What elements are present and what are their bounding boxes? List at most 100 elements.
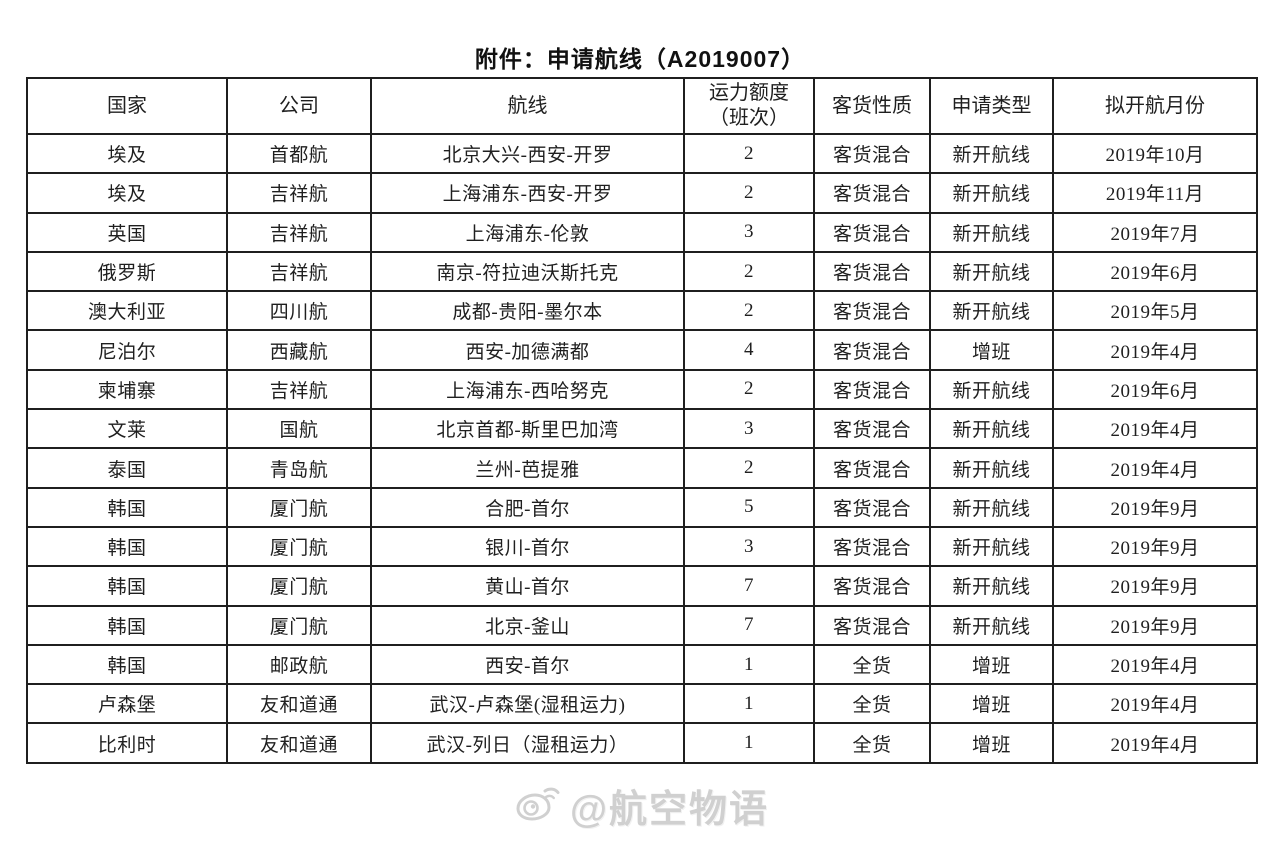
cell-company: 国航 [226,408,372,450]
column-header-country: 国家 [26,77,228,135]
column-header-capacity: 运力额度 （班次） [683,77,815,135]
cell-month: 2019年4月 [1052,329,1258,371]
cell-nature: 客货混合 [813,604,931,646]
cell-month: 2019年4月 [1052,643,1258,686]
cell-month: 2019年11月 [1052,172,1258,214]
cell-month: 2019年9月 [1052,604,1258,646]
table-row: 韩国 厦门航 银川-首尔 3 客货混合 新开航线 2019年9月 [26,525,1258,568]
cell-type: 新开航线 [929,565,1054,607]
table-row: 俄罗斯 吉祥航 南京-符拉迪沃斯托克 2 客货混合 新开航线 2019年6月 [26,250,1258,293]
cell-route: 北京-釜山 [370,604,685,646]
cell-nature: 全货 [813,643,931,686]
cell-capacity: 4 [683,329,815,371]
table-row: 尼泊尔 西藏航 西安-加德满都 4 客货混合 增班 2019年4月 [26,329,1258,371]
cell-country: 澳大利亚 [26,290,228,332]
cell-company: 西藏航 [226,329,372,371]
cell-company: 友和道通 [226,683,372,725]
cell-capacity: 2 [683,290,815,332]
cell-route: 北京大兴-西安-开罗 [370,132,685,175]
cell-company: 吉祥航 [226,211,372,253]
routes-table-container: 国家 公司 航线 运力额度 （班次） 客货性质 申请类型 拟开航月份 埃及 首都航 北京大兴-西… [26,77,1258,764]
watermark-label: @航空物语 [570,789,770,831]
cell-route: 北京首都-斯里巴加湾 [370,408,685,450]
cell-company: 首都航 [226,132,372,175]
cell-route: 上海浦东-伦敦 [370,211,685,253]
cell-nature: 客货混合 [813,565,931,607]
cell-type: 增班 [929,329,1054,371]
cell-capacity: 2 [683,447,815,489]
table-row: 卢森堡 友和道通 武汉-卢森堡(湿租运力) 1 全货 增班 2019年4月 [26,683,1258,725]
cell-country: 卢森堡 [26,683,228,725]
cell-company: 厦门航 [226,565,372,607]
cell-nature: 客货混合 [813,368,931,411]
cell-capacity: 3 [683,408,815,450]
cell-type: 增班 [929,643,1054,686]
cell-route: 成都-贵阳-墨尔本 [370,290,685,332]
cell-capacity: 3 [683,525,815,568]
cell-company: 厦门航 [226,486,372,528]
cell-month: 2019年10月 [1052,132,1258,175]
cell-country: 埃及 [26,172,228,214]
cell-route: 兰州-芭提雅 [370,447,685,489]
cell-month: 2019年9月 [1052,525,1258,568]
cell-company: 青岛航 [226,447,372,489]
cell-company: 厦门航 [226,525,372,568]
cell-capacity: 2 [683,172,815,214]
cell-route: 合肥-首尔 [370,486,685,528]
page-title: 附件：申请航线（A2019007） [474,46,806,72]
weibo-logo-icon [512,781,564,830]
cell-country: 比利时 [26,722,228,764]
cell-type: 新开航线 [929,486,1054,528]
cell-route: 上海浦东-西安-开罗 [370,172,685,214]
cell-type: 增班 [929,683,1054,725]
cell-type: 新开航线 [929,250,1054,293]
cell-type: 新开航线 [929,368,1054,411]
column-header-route: 航线 [370,77,685,135]
table-row: 泰国 青岛航 兰州-芭提雅 2 客货混合 新开航线 2019年4月 [26,447,1258,489]
cell-month: 2019年9月 [1052,486,1258,528]
cell-route: 银川-首尔 [370,525,685,568]
cell-route: 上海浦东-西哈努克 [370,368,685,411]
cell-capacity: 5 [683,486,815,528]
cell-nature: 客货混合 [813,329,931,371]
table-row: 柬埔寨 吉祥航 上海浦东-西哈努克 2 客货混合 新开航线 2019年6月 [26,368,1258,411]
cell-nature: 客货混合 [813,172,931,214]
cell-country: 柬埔寨 [26,368,228,411]
cell-month: 2019年6月 [1052,368,1258,411]
cell-country: 韩国 [26,565,228,607]
cell-type: 新开航线 [929,132,1054,175]
cell-month: 2019年5月 [1052,290,1258,332]
cell-country: 韩国 [26,643,228,686]
cell-nature: 客货混合 [813,250,931,293]
cell-company: 吉祥航 [226,172,372,214]
cell-company: 邮政航 [226,643,372,686]
cell-company: 吉祥航 [226,368,372,411]
cell-country: 泰国 [26,447,228,489]
column-header-month: 拟开航月份 [1052,77,1258,135]
cell-country: 文莱 [26,408,228,450]
cell-nature: 客货混合 [813,211,931,253]
table-row: 韩国 邮政航 西安-首尔 1 全货 增班 2019年4月 [26,643,1258,686]
table-row: 韩国 厦门航 黄山-首尔 7 客货混合 新开航线 2019年9月 [26,565,1258,607]
cell-type: 新开航线 [929,604,1054,646]
cell-month: 2019年9月 [1052,565,1258,607]
cell-capacity: 3 [683,211,815,253]
cell-country: 俄罗斯 [26,250,228,293]
cell-nature: 客货混合 [813,447,931,489]
cell-nature: 客货混合 [813,408,931,450]
column-header-company: 公司 [226,77,372,135]
routes-table: 国家 公司 航线 运力额度 （班次） 客货性质 申请类型 拟开航月份 埃及 首都航 北京大兴-西… [26,77,1258,764]
cell-type: 新开航线 [929,447,1054,489]
cell-month: 2019年4月 [1052,683,1258,725]
cell-route: 西安-加德满都 [370,329,685,371]
table-row: 比利时 友和道通 武汉-列日（湿租运力） 1 全货 增班 2019年4月 [26,722,1258,764]
cell-route: 南京-符拉迪沃斯托克 [370,250,685,293]
cell-route: 黄山-首尔 [370,565,685,607]
cell-country: 韩国 [26,486,228,528]
table-row: 埃及 吉祥航 上海浦东-西安-开罗 2 客货混合 新开航线 2019年11月 [26,172,1258,214]
cell-company: 四川航 [226,290,372,332]
cell-country: 英国 [26,211,228,253]
table-header-row: 国家 公司 航线 运力额度 （班次） 客货性质 申请类型 拟开航月份 [26,77,1258,135]
cell-capacity: 1 [683,683,815,725]
table-row: 韩国 厦门航 合肥-首尔 5 客货混合 新开航线 2019年9月 [26,486,1258,528]
